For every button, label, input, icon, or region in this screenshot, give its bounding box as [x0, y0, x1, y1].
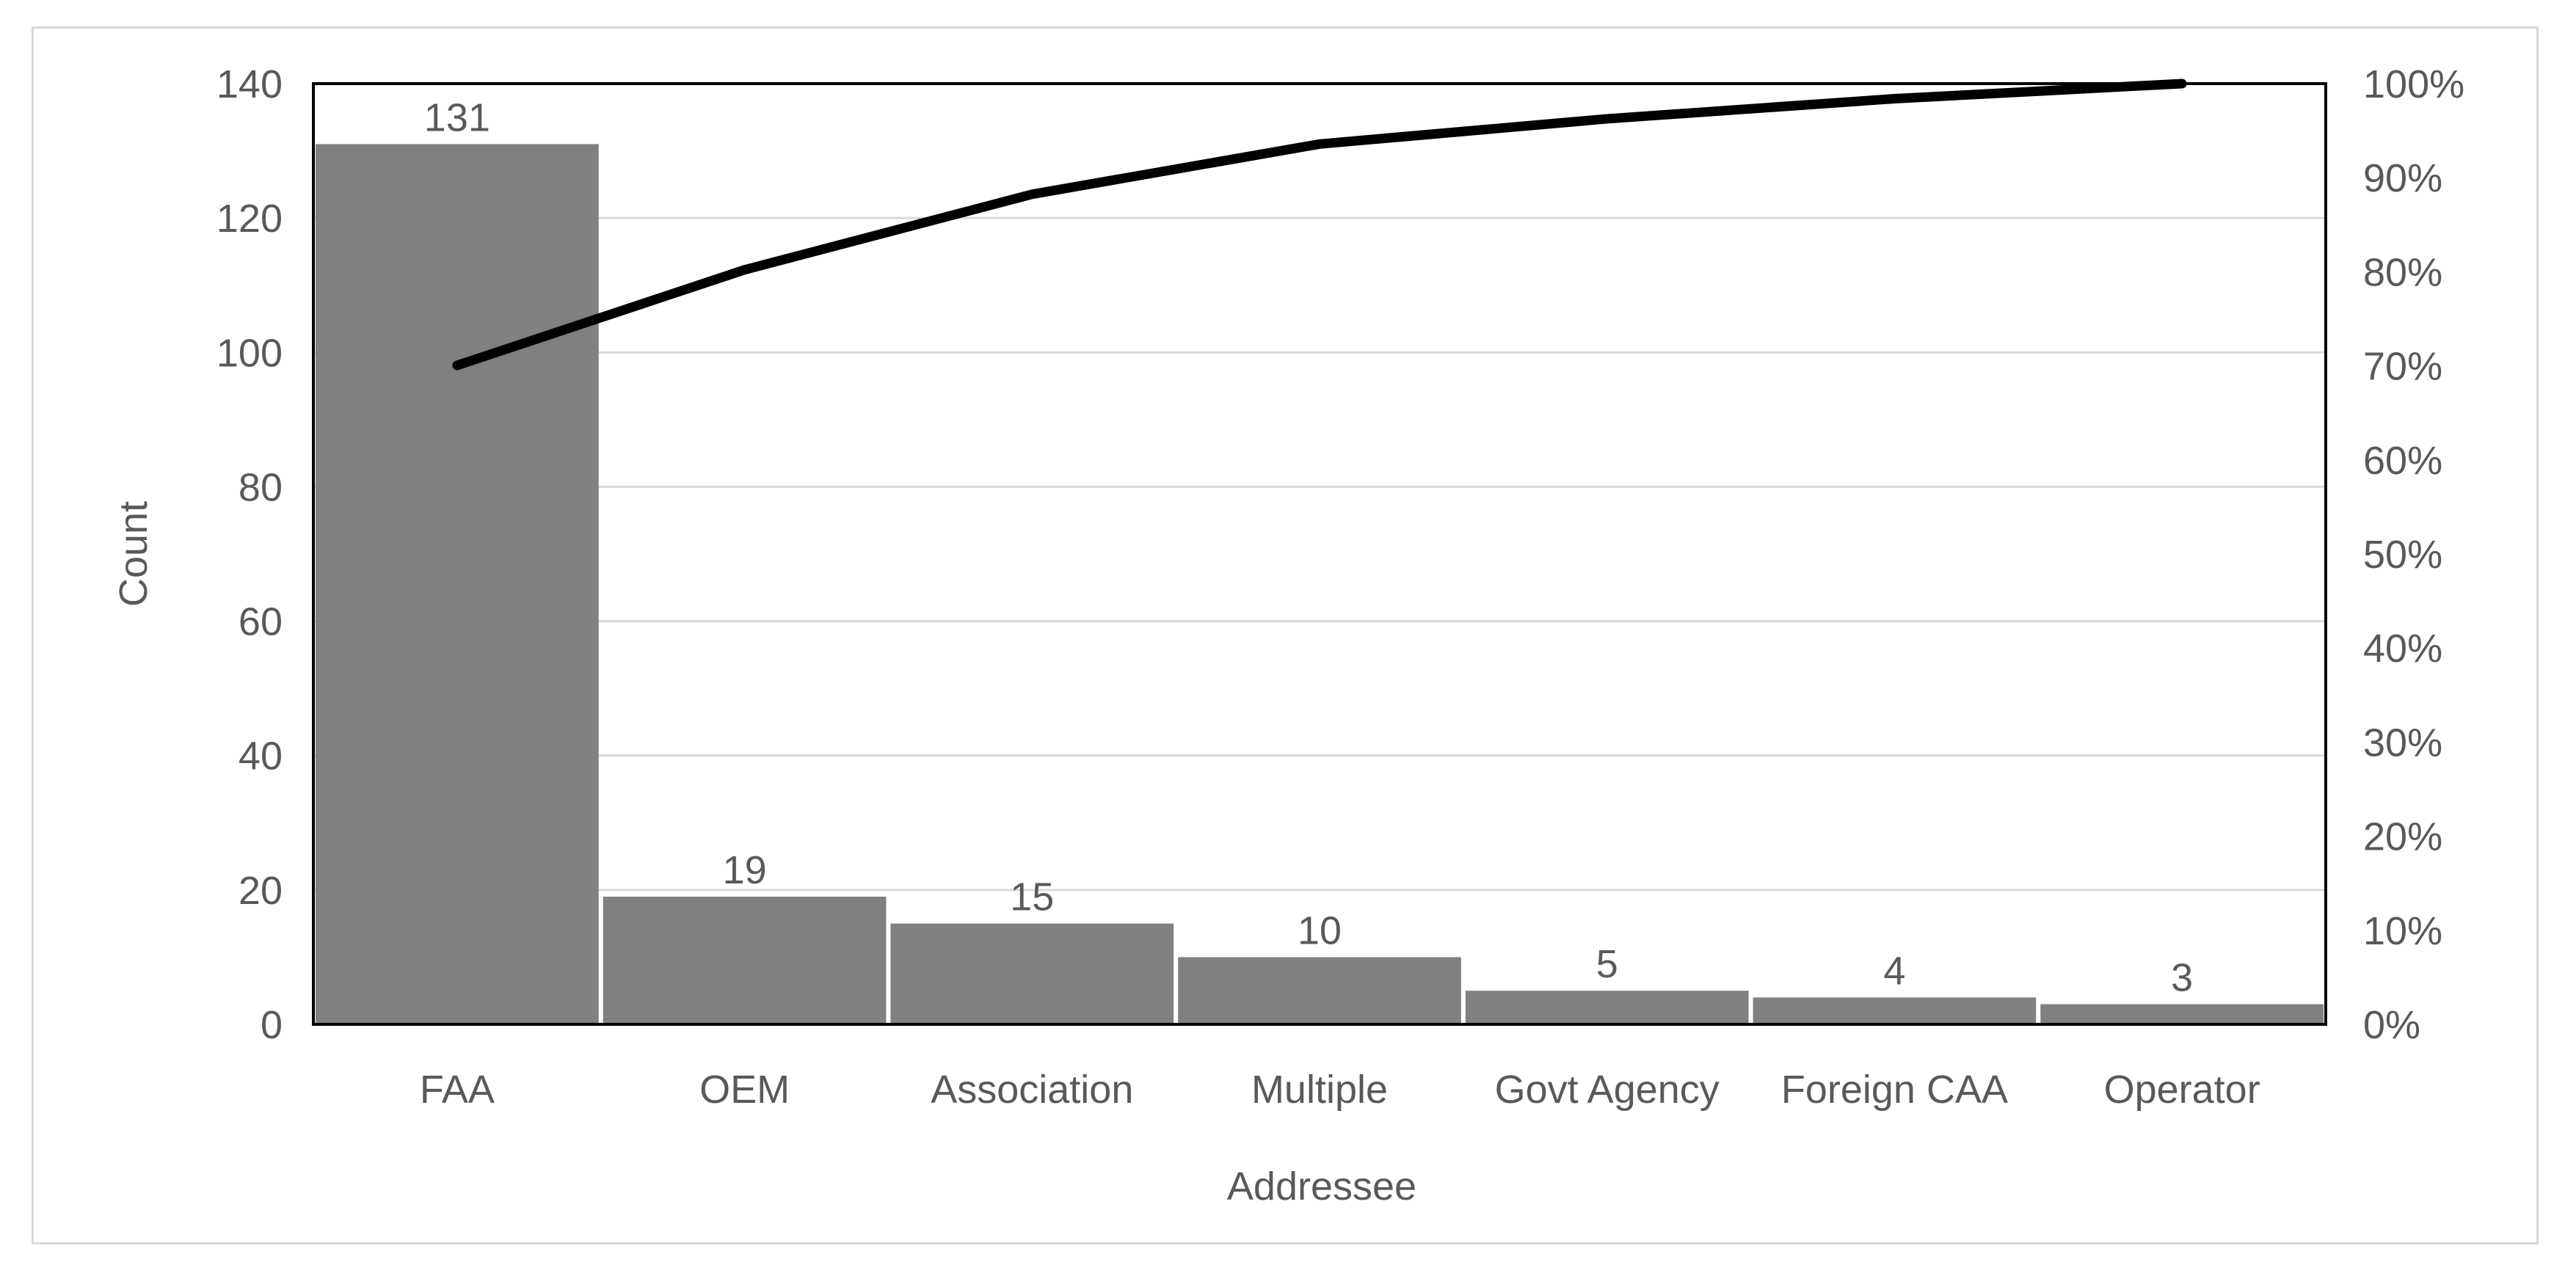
data-label: 131	[424, 95, 490, 139]
x-tick-label: FAA	[420, 1068, 495, 1112]
y-tick-label: 20	[239, 869, 283, 913]
y-axis-label: Count	[112, 501, 156, 607]
x-tick-label: OEM	[699, 1068, 790, 1112]
bar	[1178, 957, 1461, 1024]
y2-axis-ticks: 0% 10% 20% 30% 40% 50% 60% 70% 80% 90% 100%	[2363, 62, 2464, 1047]
y-axis-ticks: 0 20 40 60 80 100 120 140	[217, 62, 283, 1047]
cumulative-line	[452, 79, 2187, 371]
cumulative-percent-line	[452, 79, 2187, 371]
y2-tick-label: 10%	[2363, 909, 2442, 953]
gridlines	[313, 216, 2326, 892]
bar	[1465, 991, 1749, 1024]
x-axis-label: Addressee	[1227, 1164, 1416, 1209]
x-tick-label: Foreign CAA	[1781, 1068, 2008, 1112]
y2-tick-label: 50%	[2363, 533, 2442, 577]
y2-tick-label: 60%	[2363, 439, 2442, 483]
x-tick-label: Govt Agency	[1495, 1068, 1720, 1112]
y-tick-label: 60	[239, 600, 283, 644]
y-tick-label: 140	[217, 62, 283, 106]
data-labels: 131 19 15 10 5 4 3	[424, 95, 2193, 999]
y2-tick-label: 70%	[2363, 345, 2442, 389]
bar	[316, 144, 599, 1024]
data-label: 15	[1010, 875, 1054, 919]
data-label: 10	[1298, 908, 1342, 952]
y2-tick-label: 90%	[2363, 156, 2442, 200]
data-label: 4	[1883, 949, 1905, 993]
data-label: 3	[2171, 956, 2193, 1000]
bars	[316, 144, 2324, 1024]
bar	[603, 897, 887, 1024]
y-tick-label: 40	[239, 734, 283, 779]
x-tick-label: Association	[931, 1068, 1133, 1112]
y2-tick-label: 40%	[2363, 627, 2442, 671]
data-label: 5	[1596, 942, 1618, 986]
y-tick-label: 100	[217, 331, 283, 375]
bar	[2040, 1004, 2324, 1024]
data-label: 19	[723, 848, 767, 892]
y2-tick-label: 30%	[2363, 721, 2442, 765]
x-axis-ticks: FAA OEM Association Multiple Govt Agency Fore…	[420, 1068, 2260, 1112]
y-tick-label: 0	[261, 1003, 283, 1047]
y2-tick-label: 0%	[2363, 1003, 2420, 1047]
y2-tick-label: 80%	[2363, 250, 2442, 294]
plot-area-border	[312, 82, 2327, 1026]
y-tick-label: 80	[239, 465, 283, 509]
x-tick-label: Operator	[2104, 1068, 2260, 1112]
x-tick-label: Multiple	[1251, 1068, 1388, 1112]
y-tick-label: 120	[217, 197, 283, 241]
bar	[890, 923, 1174, 1024]
y2-tick-label: 100%	[2363, 62, 2464, 106]
y2-tick-label: 20%	[2363, 815, 2442, 859]
bar	[1753, 997, 2037, 1024]
